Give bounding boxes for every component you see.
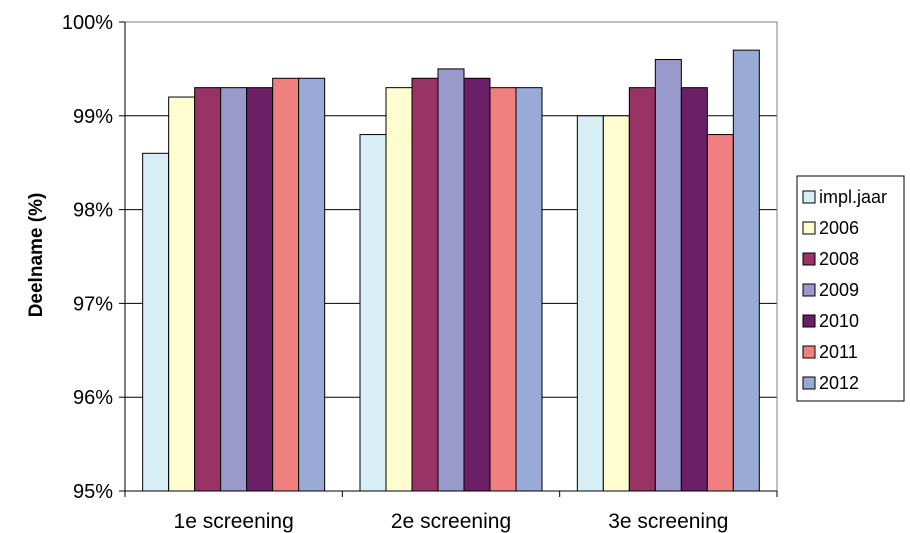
bar — [246, 87, 274, 492]
legend-swatch — [802, 221, 816, 235]
x-tick-label: 2e screening — [391, 510, 511, 533]
bar — [411, 77, 439, 492]
legend-label: impl.jaar — [819, 187, 887, 207]
legend-label: 2010 — [819, 311, 859, 331]
y-tick-label: 96% — [73, 387, 113, 409]
legend-label: 2008 — [819, 249, 859, 269]
legend-swatch — [802, 283, 816, 297]
legend-swatch — [802, 314, 816, 328]
legend-label: 2009 — [819, 280, 859, 300]
bar — [706, 134, 734, 492]
y-tick-label: 97% — [73, 293, 113, 315]
bar — [359, 134, 387, 492]
bar — [628, 87, 656, 492]
legend-swatch — [802, 345, 816, 359]
bar — [515, 87, 543, 492]
x-tick-label: 1e screening — [174, 510, 294, 533]
legend-label: 2006 — [819, 218, 859, 238]
y-tick-labels: 95% 96% 97% 98% 99% 100% — [62, 12, 113, 503]
bar — [272, 77, 300, 492]
bar — [654, 59, 682, 492]
y-tick-label: 100% — [62, 12, 113, 34]
legend-label: 2011 — [819, 342, 858, 362]
bar — [142, 152, 170, 492]
legend-swatch — [802, 376, 816, 390]
legend-swatch — [802, 190, 816, 204]
y-tick-label: 98% — [73, 200, 113, 222]
y-axis-label: Deelname (%) — [26, 193, 47, 318]
bar — [732, 49, 760, 492]
bar — [220, 87, 248, 492]
bars — [142, 49, 760, 492]
bar — [680, 87, 708, 492]
legend-label: 2012 — [819, 373, 859, 393]
bar — [168, 96, 196, 492]
bar — [602, 115, 630, 492]
bar — [576, 115, 604, 492]
legend-swatch — [802, 252, 816, 266]
bar — [463, 77, 491, 492]
legend: impl.jaar 2006 2008 2009 2010 2011 2012 — [796, 175, 905, 402]
y-tick-label: 95% — [73, 481, 113, 503]
bar — [385, 87, 413, 492]
bar — [489, 87, 517, 492]
axes — [119, 21, 778, 497]
y-tick-label: 99% — [73, 106, 113, 128]
bar — [437, 68, 465, 492]
x-tick-labels: 1e screening 2e screening 3e screening — [174, 510, 729, 533]
bar — [194, 87, 222, 492]
x-tick-label: 3e screening — [608, 510, 728, 533]
bar — [298, 77, 326, 492]
